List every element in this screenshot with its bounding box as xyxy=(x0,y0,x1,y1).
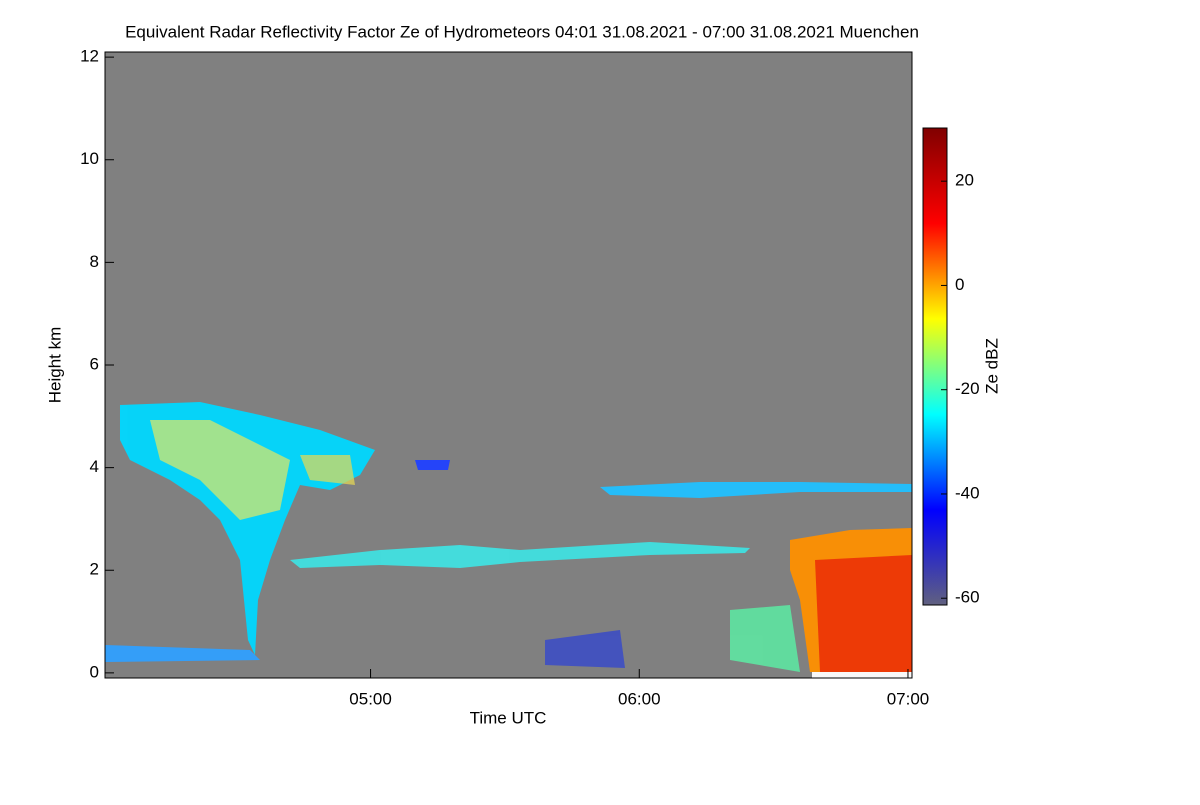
echo-region xyxy=(730,605,800,672)
colorbar-tick-label: -20 xyxy=(955,379,980,398)
echo-region xyxy=(600,482,912,498)
chart-title: Equivalent Radar Reflectivity Factor Ze … xyxy=(125,22,919,41)
y-tick-label: 12 xyxy=(80,47,99,66)
echo-region xyxy=(105,645,260,662)
echo-region xyxy=(812,672,912,678)
x-tick-label: 05:00 xyxy=(349,689,392,708)
y-axis-label: Height km xyxy=(45,327,64,404)
echo-region xyxy=(545,630,625,668)
y-tick-label: 10 xyxy=(80,149,99,168)
colorbar-tick-label: 0 xyxy=(955,275,964,294)
echoes xyxy=(105,402,912,678)
x-axis-label: Time UTC xyxy=(470,708,547,727)
y-tick-label: 0 xyxy=(90,662,99,681)
colorbar-label: Ze dBZ xyxy=(982,338,1001,394)
y-tick-label: 4 xyxy=(90,457,99,476)
y-tick-label: 8 xyxy=(90,252,99,271)
echo-region xyxy=(300,455,355,485)
y-tick-label: 2 xyxy=(90,560,99,579)
echo-region xyxy=(415,460,450,470)
colorbar xyxy=(922,127,948,606)
echo-region xyxy=(290,542,750,568)
x-tick-label: 07:00 xyxy=(887,689,930,708)
colorbar-tick-label: -40 xyxy=(955,483,980,502)
echo-region xyxy=(815,555,912,672)
plot-area xyxy=(105,52,912,678)
echo-region xyxy=(150,420,290,520)
colorbar-tick-label: 20 xyxy=(955,171,974,190)
colorbar-tick-label: -60 xyxy=(955,588,980,607)
y-tick-label: 6 xyxy=(90,354,99,373)
x-tick-label: 06:00 xyxy=(618,689,661,708)
